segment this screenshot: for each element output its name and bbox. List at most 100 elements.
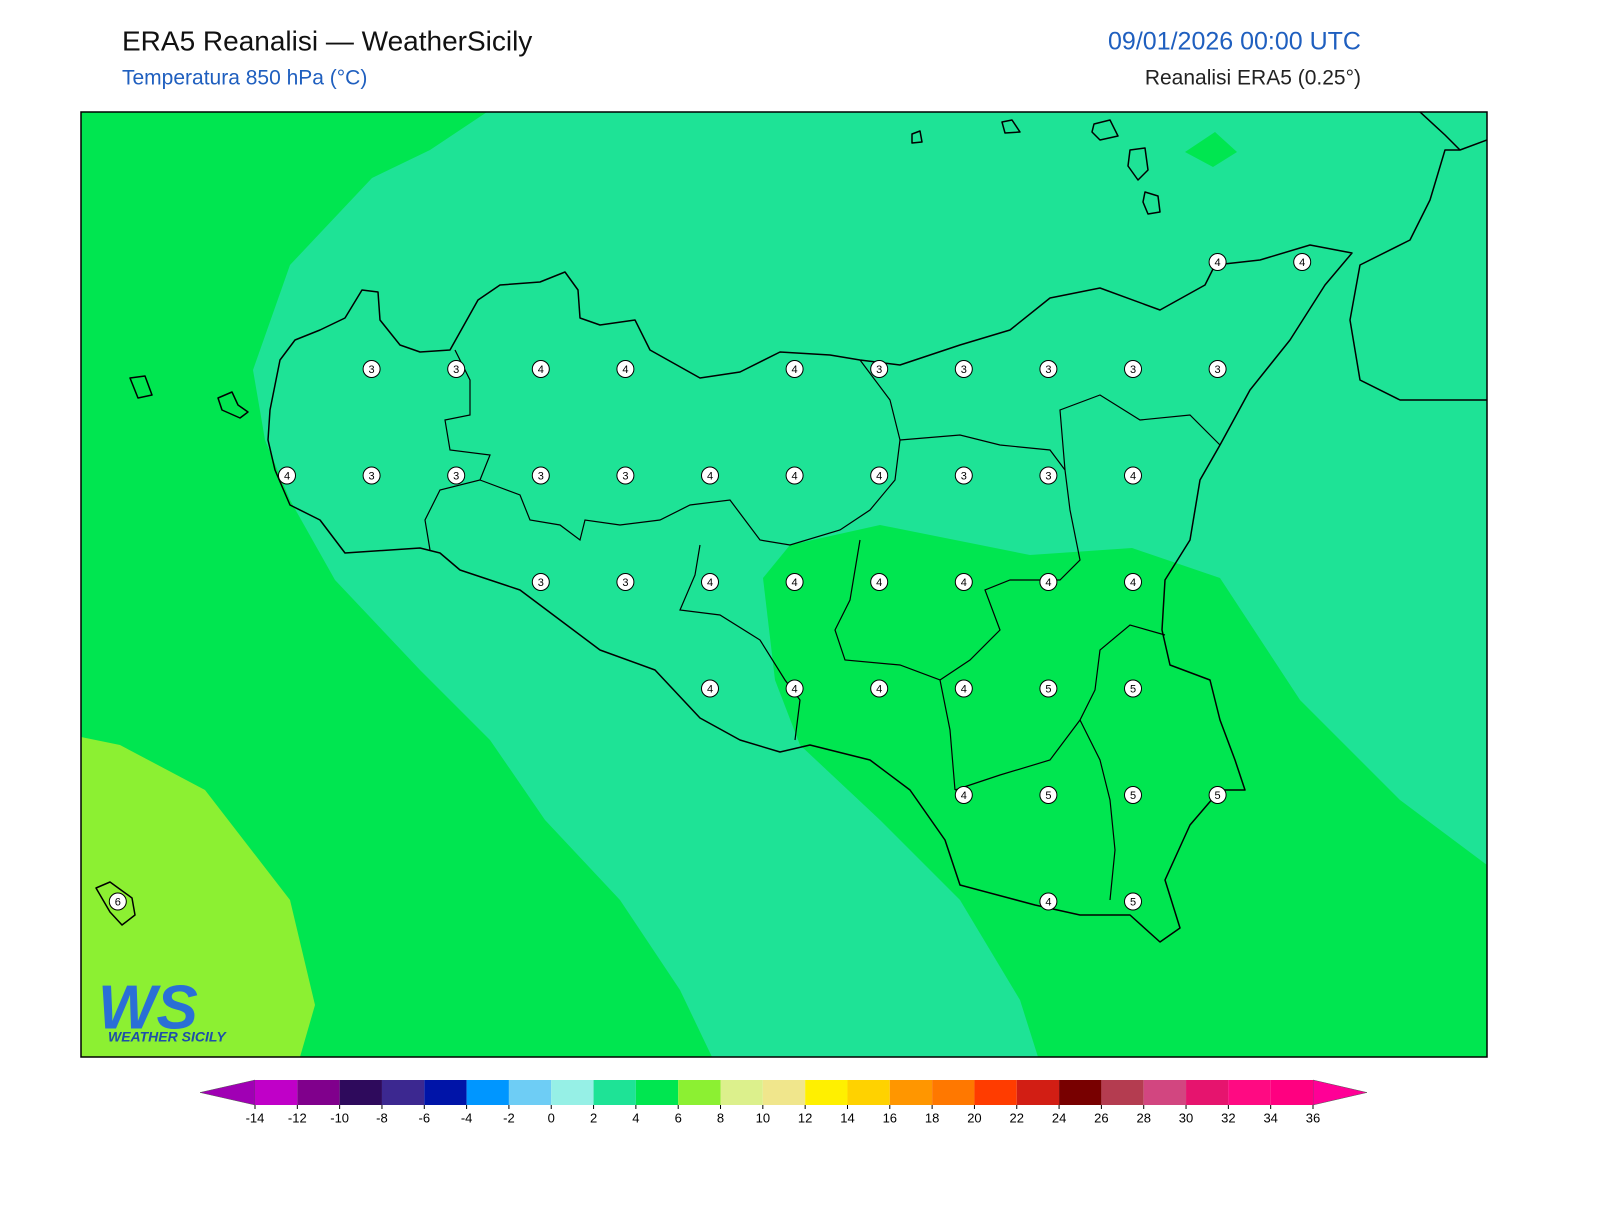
station-circle [1039, 892, 1058, 911]
station-marker: 4 [1124, 466, 1142, 485]
station-marker: 4 [1293, 253, 1312, 271]
station-marker: 4 [701, 573, 719, 591]
station-circle [785, 573, 804, 591]
colorbar-tick-label: 36 [1306, 1110, 1320, 1125]
station-marker: 6 [108, 892, 127, 911]
station-circle [108, 892, 127, 911]
island [911, 130, 923, 144]
province-border [479, 359, 901, 546]
sicily-coast [267, 244, 1353, 943]
colorbar-segment [1143, 1080, 1187, 1105]
colorbar-segment [1186, 1080, 1229, 1105]
station-circle [701, 679, 719, 698]
colorbar-tick-label: 6 [675, 1110, 682, 1125]
station-value: 4 [538, 364, 544, 376]
station-circle [362, 466, 381, 485]
island [1091, 119, 1119, 141]
station-marker: 3 [362, 360, 381, 378]
station-marker: 4 [1039, 892, 1058, 911]
station-marker: 3 [362, 466, 381, 485]
colorbar-segment [1101, 1080, 1144, 1105]
station-value: 4 [1299, 257, 1305, 269]
station-circle [785, 466, 804, 485]
station-circle [1039, 466, 1058, 485]
station-marker: 3 [447, 360, 466, 378]
station-value: 4 [707, 683, 713, 695]
colorbar-tick-label: -8 [376, 1110, 388, 1125]
colorbar-tick-label: -4 [461, 1110, 473, 1125]
station-circle [870, 679, 889, 698]
colorbar-tick-label: 16 [883, 1110, 897, 1125]
title: ERA5 Reanalisi — WeatherSicily [122, 25, 532, 56]
colorbar-tick-label: 12 [798, 1110, 812, 1125]
station-marker: 3 [954, 466, 973, 485]
colorbar-segment [1059, 1080, 1102, 1105]
station-marker: 4 [531, 360, 550, 378]
colorbar-tick-label: 28 [1136, 1110, 1150, 1125]
station-value: 3 [538, 577, 544, 589]
station-circle [785, 679, 804, 698]
province-border [954, 624, 1166, 791]
colorbar-tick-label: -6 [418, 1110, 430, 1125]
colorbar-segment [297, 1080, 340, 1105]
station-value: 3 [1045, 470, 1051, 482]
station-value: 3 [369, 470, 375, 482]
station-circle [1124, 679, 1142, 698]
station-value: 5 [1045, 683, 1051, 695]
station-marker: 4 [701, 466, 719, 485]
map [81, 112, 1487, 1057]
colorbar-tick-label: 8 [717, 1110, 724, 1125]
island [1142, 191, 1161, 215]
station-marker: 3 [531, 466, 550, 485]
subtitle: Temperatura 850 hPa (°C) [122, 67, 367, 90]
station-circle [1293, 253, 1312, 271]
stations: 4 4 3 3 4 4 4 3 3 3 3 3 4 3 3 3 3 4 4 4 3 3 4 3 3 4 4 4 4 4 4 4 4 4 4 5 5 4 5 5… [108, 253, 1312, 911]
station-circle [616, 573, 635, 591]
station-marker: 4 [278, 466, 296, 485]
station-value: 4 [961, 577, 967, 589]
station-value: 3 [961, 470, 967, 482]
colorbar-segment [974, 1080, 1017, 1105]
station-value: 4 [707, 470, 713, 482]
logo-letters: WS [98, 973, 198, 1042]
station-value: 4 [1045, 896, 1051, 908]
station-value: 5 [1215, 790, 1221, 802]
station-value: 4 [876, 470, 882, 482]
temperature-field [253, 112, 1487, 1057]
colorbar-segment [635, 1080, 679, 1105]
colorbar-segment [1228, 1080, 1271, 1105]
colorbar-segment [678, 1080, 721, 1105]
station-marker: 4 [1208, 253, 1227, 271]
datetime: 09/01/2026 00:00 UTC [1108, 28, 1361, 56]
station-value: 3 [453, 364, 459, 376]
colorbar-tick-label: 32 [1221, 1110, 1235, 1125]
station-circle [1124, 786, 1142, 804]
station-marker: 3 [447, 466, 466, 485]
station-circle [954, 360, 973, 378]
colorbar-tick-label: 2 [590, 1110, 597, 1125]
station-value: 3 [369, 364, 375, 376]
station-marker: 3 [616, 573, 635, 591]
station-circle [531, 466, 550, 485]
logo-text: WEATHER SICILY [108, 1029, 227, 1045]
colorbar-segment [932, 1080, 975, 1105]
colorbar-segment [466, 1080, 509, 1105]
colorbar-tick-label: -12 [288, 1110, 307, 1125]
station-value: 3 [1215, 364, 1221, 376]
station-value: 4 [792, 364, 798, 376]
station-circle [531, 360, 550, 378]
station-circle [1039, 573, 1058, 591]
station-marker: 5 [1124, 679, 1142, 698]
colorbar-segment [255, 1080, 298, 1105]
station-marker: 4 [785, 679, 804, 698]
station-value: 5 [1130, 683, 1136, 695]
station-marker: 3 [1124, 360, 1142, 378]
colorbar-under [199, 1079, 256, 1106]
station-marker: 4 [701, 679, 719, 698]
station-marker: 4 [785, 466, 804, 485]
station-circle [1208, 786, 1227, 804]
island [129, 375, 153, 399]
station-circle [1124, 892, 1142, 911]
island [95, 881, 136, 926]
